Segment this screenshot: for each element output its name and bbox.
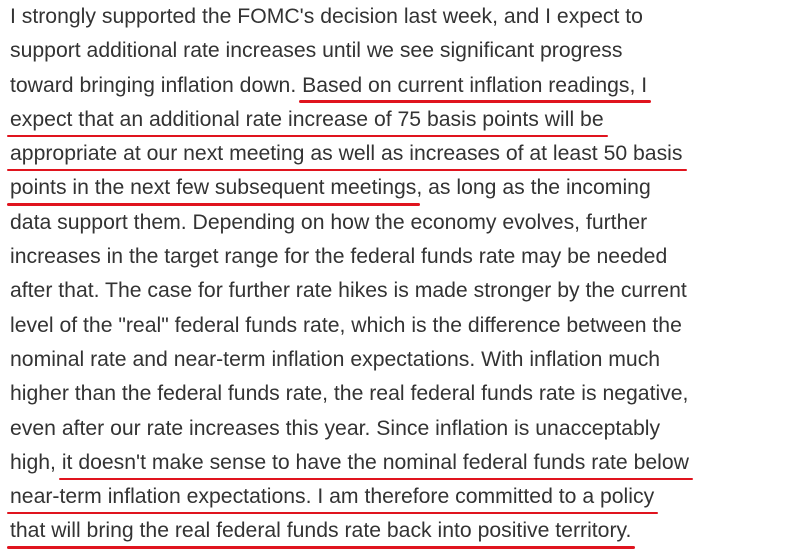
text-line: points in the next few subsequent meetin… — [6, 171, 784, 207]
text-segment: level of the "real" federal funds rate, … — [10, 313, 682, 337]
text-segment: I strongly supported the FOMC's decision… — [10, 5, 643, 28]
text-segment: data support them. Depending on how the … — [10, 210, 648, 234]
text-line: after that. The case for further rate hi… — [10, 274, 784, 308]
highlighted-text: expect that an additional rate increase … — [7, 103, 608, 138]
text-segment: high, — [10, 450, 62, 474]
text-line: higher than the federal funds rate, the … — [10, 377, 784, 411]
text-segment: higher than the federal funds rate, the … — [10, 382, 689, 406]
highlighted-text: it doesn't make sense to have the nomina… — [58, 446, 694, 481]
text-line: data support them. Depending on how the … — [10, 206, 784, 240]
highlighted-text: near-term inflation expectations. I am t… — [6, 480, 659, 515]
text-line: toward bringing inflation down. Based on… — [10, 69, 784, 104]
text-segment: increases in the target range for the fe… — [10, 245, 668, 269]
text-line: increases in the target range for the fe… — [10, 240, 784, 274]
text-segment: nominal rate and near-term inflation exp… — [10, 347, 661, 371]
text-line: I strongly supported the FOMC's decision… — [10, 0, 784, 34]
highlighted-text: appropriate at our next meeting as well … — [7, 137, 686, 172]
text-line: level of the "real" federal funds rate, … — [10, 309, 784, 343]
text-line: near-term inflation expectations. I am t… — [6, 480, 784, 515]
text-line: appropriate at our next meeting as well … — [7, 137, 784, 172]
highlighted-text: that will bring the real federal funds r… — [6, 514, 636, 550]
text-segment: , as long as the incoming — [416, 176, 651, 200]
document-paragraph: I strongly supported the FOMC's decision… — [6, 0, 784, 550]
text-segment: even after our rate increases this year.… — [10, 416, 661, 440]
text-segment: support additional rate increases until … — [10, 39, 623, 63]
text-line: high, it doesn't make sense to have the … — [10, 446, 784, 481]
text-segment: toward bringing inflation down. — [10, 73, 303, 97]
text-line: support additional rate increases until … — [10, 34, 784, 68]
text-line: expect that an additional rate increase … — [7, 103, 784, 138]
highlighted-text: Based on current inflation readings, I — [299, 69, 652, 104]
text-line: that will bring the real federal funds r… — [6, 514, 784, 550]
text-line: nominal rate and near-term inflation exp… — [10, 343, 784, 377]
text-line: even after our rate increases this year.… — [10, 412, 784, 446]
highlighted-text: points in the next few subsequent meetin… — [6, 171, 421, 207]
text-segment: after that. The case for further rate hi… — [10, 279, 687, 303]
